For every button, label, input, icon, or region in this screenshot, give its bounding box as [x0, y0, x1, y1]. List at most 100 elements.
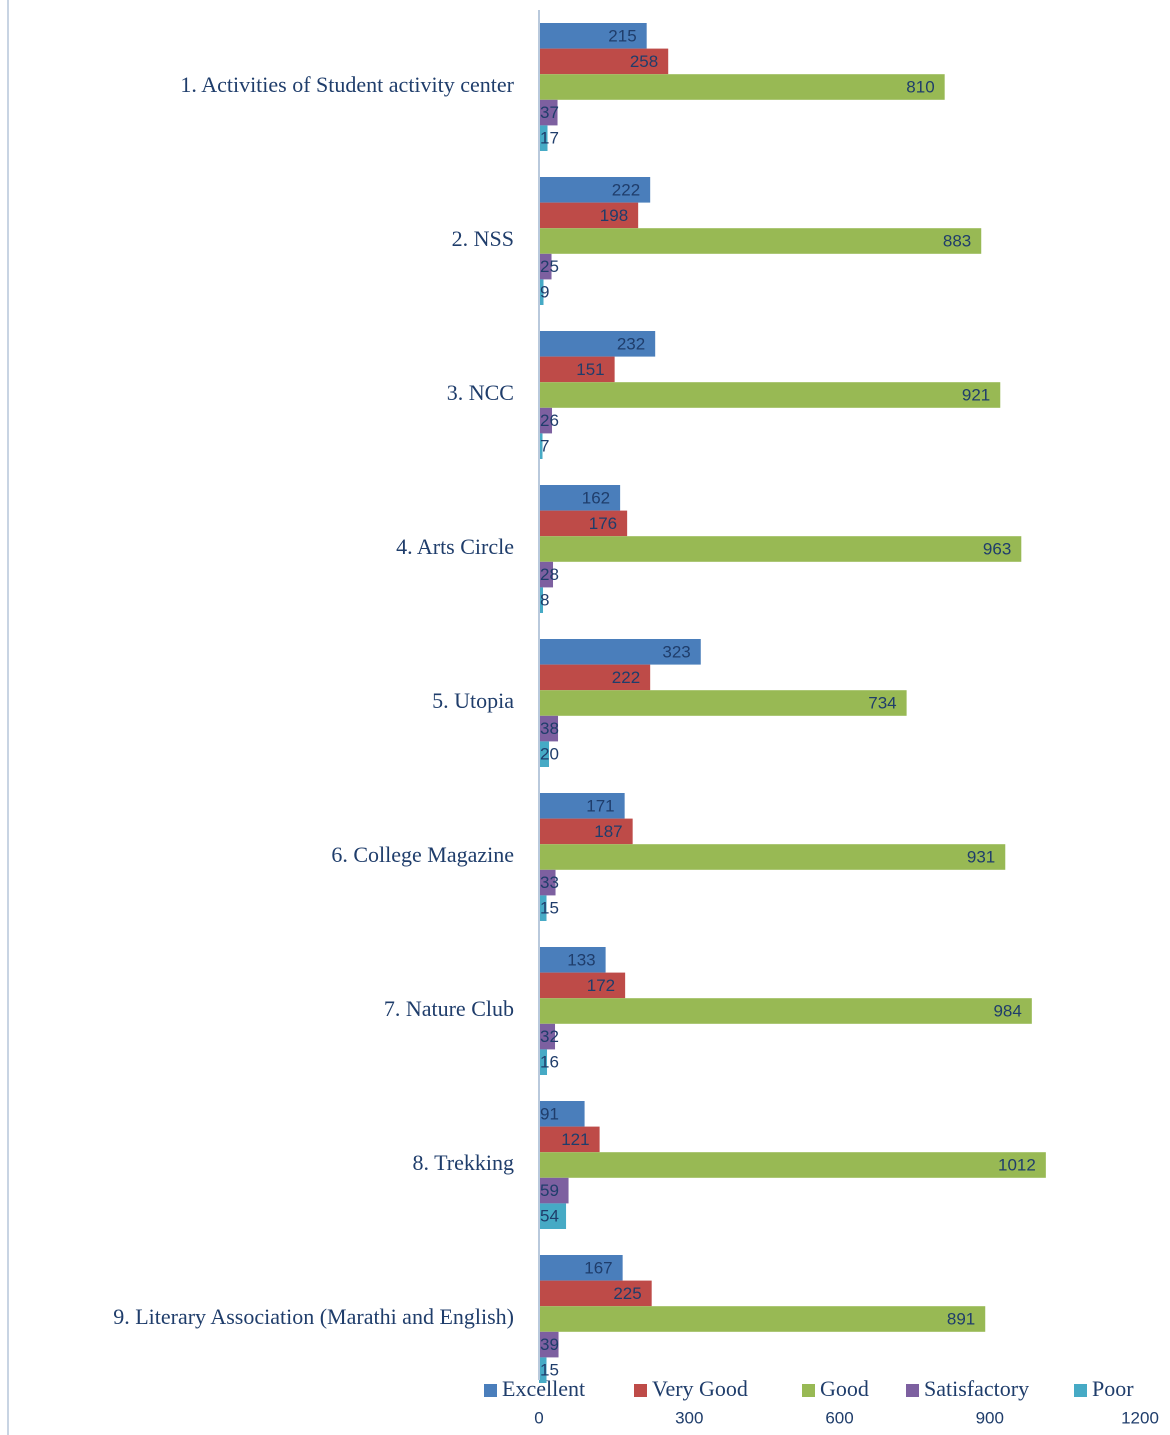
x-tick-label: 300	[675, 1408, 703, 1427]
bar	[539, 715, 559, 742]
data-label: 215	[608, 26, 636, 45]
data-label: 26	[540, 411, 559, 430]
category-label: 6. College Magazine	[331, 842, 514, 867]
x-tick-label: 900	[976, 1408, 1004, 1427]
x-tick-label: 1200	[1121, 1408, 1159, 1427]
bar	[539, 125, 548, 151]
data-label: 33	[540, 873, 559, 892]
bar	[539, 895, 547, 921]
data-label: 38	[540, 719, 559, 738]
bar	[539, 510, 628, 537]
data-label: 121	[561, 1130, 589, 1149]
bar	[539, 356, 615, 383]
data-label: 225	[613, 1284, 641, 1303]
bar	[539, 587, 544, 613]
bar	[539, 972, 626, 999]
data-label: 921	[962, 385, 990, 404]
bar	[539, 48, 669, 75]
data-label: 39	[540, 1335, 559, 1354]
data-label: 167	[584, 1258, 612, 1277]
bar	[539, 279, 544, 305]
bar	[539, 998, 1032, 1024]
bar	[539, 1255, 623, 1281]
data-label: 54	[540, 1207, 559, 1226]
data-label: 32	[540, 1027, 559, 1046]
bar	[539, 485, 621, 511]
bar	[539, 23, 647, 49]
bar	[539, 869, 556, 896]
bar	[539, 793, 625, 819]
data-label: 25	[540, 257, 559, 276]
data-label: 984	[993, 1001, 1021, 1020]
data-label: 810	[906, 77, 934, 96]
bar	[539, 1203, 567, 1229]
bar	[539, 1280, 652, 1307]
data-label: 963	[983, 539, 1011, 558]
bar	[539, 1126, 600, 1153]
bar	[539, 407, 553, 434]
bar	[539, 1177, 569, 1204]
data-label: 883	[943, 231, 971, 250]
legend-label: Excellent	[502, 1376, 585, 1401]
bar	[539, 1331, 559, 1358]
data-label: 734	[868, 693, 896, 712]
data-label: 59	[540, 1181, 559, 1200]
bar	[539, 844, 1006, 870]
bar	[539, 228, 982, 254]
legend-swatch	[802, 1384, 815, 1397]
category-label: 5. Utopia	[432, 688, 514, 713]
data-label: 91	[540, 1104, 559, 1123]
bar	[539, 74, 945, 100]
data-label: 222	[612, 668, 640, 687]
category-label: 8. Trekking	[413, 1150, 514, 1175]
category-label: 7. Nature Club	[384, 996, 514, 1021]
bar	[539, 331, 656, 357]
legend-label: Poor	[1092, 1376, 1134, 1401]
data-label: 222	[612, 180, 640, 199]
data-label: 162	[582, 488, 610, 507]
category-label: 4. Arts Circle	[396, 534, 514, 559]
bar	[539, 818, 633, 845]
bar	[539, 202, 639, 229]
bar	[539, 1023, 556, 1050]
data-label: 891	[947, 1309, 975, 1328]
data-label: 9	[540, 283, 549, 302]
bar	[539, 1049, 548, 1075]
legend-label: Satisfactory	[924, 1376, 1029, 1401]
bar	[539, 253, 552, 280]
data-label: 15	[540, 1361, 559, 1380]
bar	[539, 664, 651, 691]
data-label: 198	[600, 206, 628, 225]
data-label: 15	[540, 899, 559, 918]
bar	[539, 690, 907, 716]
data-label: 16	[540, 1053, 559, 1072]
data-label: 171	[586, 796, 614, 815]
data-label: 7	[540, 437, 549, 456]
data-label: 232	[617, 334, 645, 353]
legend-label: Good	[820, 1376, 869, 1401]
legend-swatch	[906, 1384, 919, 1397]
bar	[539, 947, 606, 973]
bar	[539, 1152, 1046, 1178]
data-label: 28	[540, 565, 559, 584]
category-label: 2. NSS	[452, 226, 514, 251]
data-label: 37	[540, 103, 559, 122]
x-tick-label: 600	[825, 1408, 853, 1427]
bar	[539, 536, 1022, 562]
bar	[539, 177, 651, 203]
data-label: 133	[567, 950, 595, 969]
bar	[539, 561, 554, 588]
category-label: 9. Literary Association (Marathi and Eng…	[113, 1304, 514, 1329]
category-label: 3. NCC	[447, 380, 514, 405]
data-label: 176	[589, 514, 617, 533]
data-label: 151	[576, 360, 604, 379]
x-tick-label: 0	[534, 1408, 543, 1427]
data-label: 17	[540, 129, 559, 148]
bar	[539, 99, 558, 126]
legend-swatch	[1074, 1384, 1087, 1397]
data-label: 8	[540, 591, 549, 610]
bar	[539, 1357, 547, 1383]
bar	[539, 1101, 585, 1127]
legend-label: Very Good	[652, 1376, 748, 1401]
